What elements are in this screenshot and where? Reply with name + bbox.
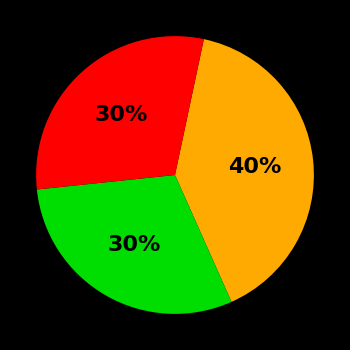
Text: 30%: 30% [94, 105, 148, 125]
Wedge shape [37, 175, 231, 314]
Wedge shape [36, 36, 204, 189]
Text: 30%: 30% [108, 235, 161, 255]
Text: 40%: 40% [229, 156, 282, 177]
Wedge shape [175, 39, 314, 302]
